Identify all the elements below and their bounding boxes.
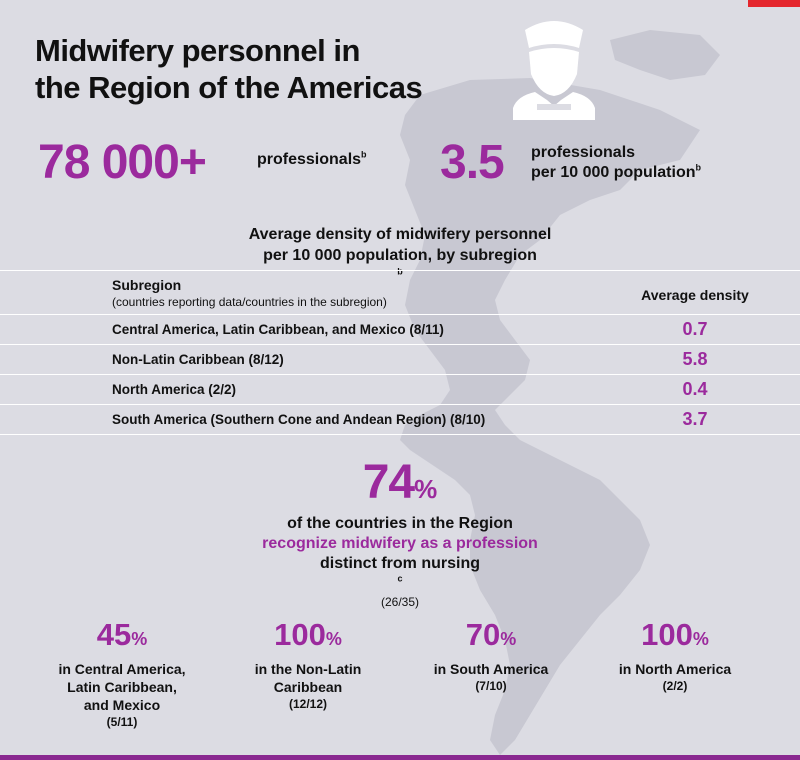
col-header-subregion-note: (countries reporting data/countries in t…: [112, 295, 387, 309]
row-subregion-name: South America (Southern Cone and Andean …: [112, 412, 486, 427]
title-line-2: the Region of the Americas: [35, 70, 423, 105]
row-subregion-name: Non-Latin Caribbean (8/12): [112, 352, 284, 367]
subregion-value: 70: [465, 617, 501, 652]
subregion-desc-line: Latin Caribbean,: [67, 679, 177, 695]
subregion-percentage: 45%: [32, 618, 212, 656]
recognition-percentage: 74%: [0, 458, 800, 514]
subregion-stat: 100% in the Non-Latin Caribbean (12/12): [218, 618, 398, 712]
subregion-unit: %: [500, 629, 517, 649]
subregion-fraction: (12/12): [288, 697, 328, 711]
subregion-stat: 45% in Central America, Latin Caribbean,…: [32, 618, 212, 730]
col-header-density: Average density: [641, 287, 749, 303]
row-density-value: 0.7: [682, 319, 708, 339]
table-title-line-2-text: per 10 000 population, by subregion: [263, 247, 537, 264]
col-header-subregion: Subregion (countries reporting data/coun…: [0, 271, 590, 315]
subregion-fraction: (2/2): [662, 679, 688, 693]
subregion-value: 45: [96, 617, 132, 652]
footnote-b: b: [361, 149, 367, 160]
subregion-desc-line: in South America: [433, 661, 549, 677]
density-label: professionals per 10 000 populationb: [531, 143, 701, 183]
subregion-description: in Central America, Latin Caribbean, and…: [32, 660, 212, 730]
row-density-value: 0.4: [682, 379, 708, 399]
recognition-fraction: (26/35): [380, 595, 420, 609]
subregion-value: 100: [641, 617, 693, 652]
subregion-fraction: (5/11): [106, 715, 138, 729]
midwife-icon: [513, 21, 595, 120]
subregion-percentage: 70%: [401, 618, 581, 656]
recognition-description: of the countries in the Region recognize…: [0, 514, 800, 610]
col-header-subregion-label: Subregion: [112, 277, 182, 293]
subregion-value: 100: [274, 617, 326, 652]
subregion-desc-line: in Central America,: [58, 661, 186, 677]
subregion-desc-line: and Mexico: [83, 697, 161, 713]
title-line-1: Midwifery personnel in: [35, 33, 360, 68]
table-row: Central America, Latin Caribbean, and Me…: [0, 314, 800, 345]
table-title: Average density of midwifery personnel p…: [0, 224, 800, 287]
row-subregion-name: North America (2/2): [112, 382, 237, 397]
subregion-unit: %: [325, 629, 342, 649]
density-table: Subregion (countries reporting data/coun…: [0, 270, 800, 435]
page-title: Midwifery personnel in the Region of the…: [35, 32, 423, 106]
footnote-c: c: [397, 573, 403, 584]
subregion-unit: %: [692, 629, 709, 649]
subregion-description: in North America (2/2): [585, 660, 765, 694]
bottom-bar: [0, 755, 800, 760]
table-title-line-1: Average density of midwifery personnel: [248, 226, 552, 243]
footnote-b: b: [695, 162, 701, 173]
subregion-desc-line: Caribbean: [273, 679, 343, 695]
subregion-desc-line: in the Non-Latin: [254, 661, 362, 677]
recognition-line-3: distinct from nursing c: [0, 554, 800, 594]
recognition-line-3-text: distinct from nursing: [320, 555, 480, 572]
red-tab: [748, 0, 800, 7]
row-density-value: 5.8: [682, 349, 708, 369]
row-density-value: 3.7: [682, 409, 708, 429]
total-professionals-label: professionalsb: [257, 150, 367, 170]
subregion-stat: 100% in North America (2/2): [585, 618, 765, 694]
table-title-line-2: per 10 000 population, by subregion b: [0, 245, 800, 287]
density-label-line-2: per 10 000 populationb: [531, 163, 701, 183]
subregion-percentage: 100%: [585, 618, 765, 656]
subregion-fraction: (7/10): [475, 679, 507, 693]
recognition-line-2: recognize midwifery as a profession: [262, 535, 538, 552]
table-row: Non-Latin Caribbean (8/12) 5.8: [0, 344, 800, 375]
subregion-description: in South America (7/10): [401, 660, 581, 694]
subregion-stat: 70% in South America (7/10): [401, 618, 581, 694]
total-label-text: professionals: [257, 151, 362, 168]
recognition-unit: %: [414, 474, 438, 504]
density-value: 3.5: [440, 136, 505, 189]
table-row: South America (Southern Cone and Andean …: [0, 404, 800, 435]
table-header-row: Subregion (countries reporting data/coun…: [0, 270, 800, 315]
row-subregion-name: Central America, Latin Caribbean, and Me…: [112, 322, 444, 337]
footnote-b: b: [397, 266, 403, 277]
subregion-description: in the Non-Latin Caribbean (12/12): [218, 660, 398, 712]
density-label-line-2-text: per 10 000 population: [531, 164, 696, 181]
subregion-desc-line: in North America: [618, 661, 732, 677]
subregion-unit: %: [131, 629, 148, 649]
density-label-line-1: professionals: [531, 144, 636, 161]
recognition-value: 74: [362, 456, 415, 509]
recognition-line-1: of the countries in the Region: [287, 515, 513, 532]
table-row: North America (2/2) 0.4: [0, 374, 800, 405]
total-professionals-value: 78 000+: [38, 136, 207, 189]
subregion-percentage: 100%: [218, 618, 398, 656]
